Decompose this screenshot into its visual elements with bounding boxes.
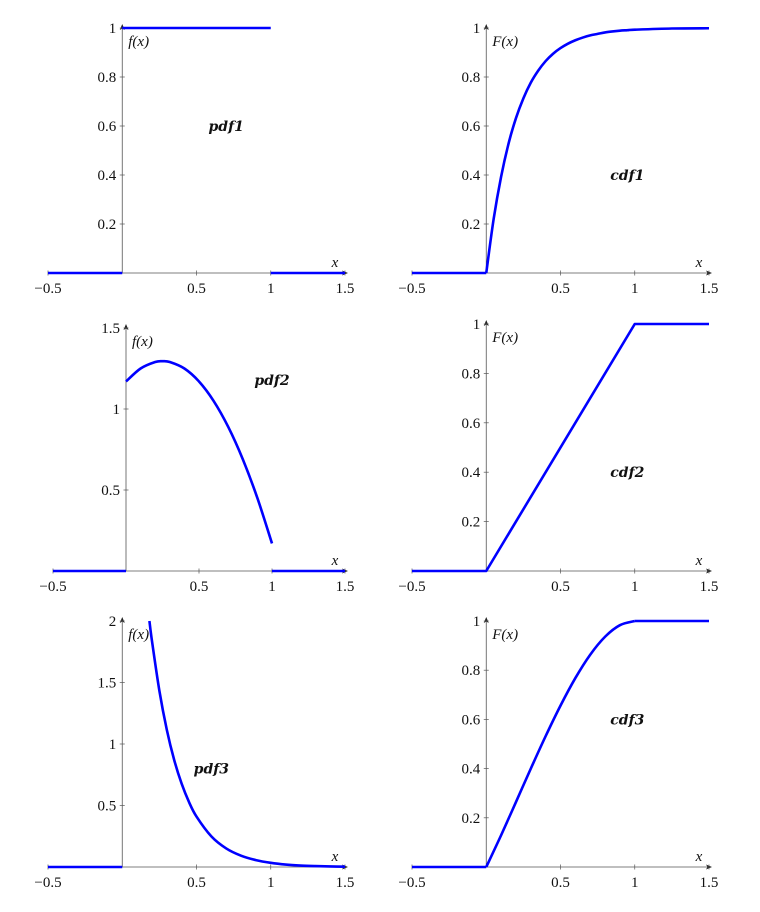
y-axis-label: F(x) (491, 34, 518, 50)
x-axis-label: x (331, 849, 339, 865)
y-tick-label: 0.6 (462, 416, 481, 432)
x-tick-label: 1 (631, 281, 639, 297)
x-tick-label: 0.5 (551, 579, 570, 595)
curve-cdf2-segment-0 (412, 322, 709, 573)
y-axis-label: f(x) (132, 334, 153, 350)
chart-cdf3: −0.5 0.5 1 1.5 0.2 0.4 0.6 0.8 1 x F(x) cdf3 (398, 614, 718, 891)
y-axis-label: F(x) (491, 627, 518, 643)
y-axis-arrow-icon (483, 320, 489, 326)
x-axis-label: x (695, 255, 703, 271)
y-tick-label: 0.6 (462, 119, 481, 135)
y-tick-label: 0.8 (462, 366, 481, 382)
y-tick-label: 0.5 (101, 483, 120, 499)
curve-cdf1-segment-1 (484, 26, 710, 274)
x-tick-label: 1 (267, 281, 275, 297)
x-tick-label: 1.5 (336, 579, 355, 595)
y-tick-label: 0.5 (98, 799, 117, 815)
x-axis-label: x (695, 553, 703, 569)
x-tick-label: 0.5 (187, 875, 206, 891)
y-tick-label: 0.8 (98, 70, 117, 86)
y-tick-label: 1 (109, 21, 117, 37)
curve-pdf2-segment-1 (125, 359, 274, 544)
chart-cdf2: −0.5 0.5 1 1.5 0.2 0.4 0.6 0.8 1 x F(x) cdf2 (398, 317, 718, 595)
y-tick-label: 0.4 (462, 168, 481, 184)
chart-annotation: pdf1 (209, 119, 244, 135)
y-tick-label: 0.2 (462, 515, 481, 531)
chart-annotation: cdf1 (610, 168, 644, 184)
chart-annotation: cdf2 (610, 465, 644, 481)
y-tick-label: 0.8 (462, 70, 481, 86)
y-tick-label: 0.4 (462, 465, 481, 481)
chart-annotation: pdf3 (194, 762, 230, 778)
x-tick-label: 1 (267, 875, 275, 891)
x-tick-label: 1.5 (700, 579, 719, 595)
x-tick-label: −0.5 (398, 875, 425, 891)
y-tick-label: 1 (473, 614, 481, 630)
x-tick-label: 1.5 (700, 281, 719, 297)
x-axis-label: x (695, 849, 703, 865)
y-tick-label: 1.5 (101, 321, 120, 337)
y-axis-label: F(x) (491, 330, 518, 346)
x-tick-label: −0.5 (34, 875, 61, 891)
y-tick-label: 0.8 (462, 663, 481, 679)
x-tick-label: 1 (631, 579, 639, 595)
y-tick-label: 0.4 (98, 168, 117, 184)
x-tick-label: −0.5 (39, 579, 66, 595)
chart-pdf3: −0.5 0.5 1 1.5 0.5 1 1.5 2 x f(x) pdf3 (34, 614, 354, 891)
x-tick-label: 1.5 (700, 875, 719, 891)
x-tick-label: 1 (631, 875, 639, 891)
x-tick-label: 1.5 (336, 875, 355, 891)
y-tick-label: 2 (109, 614, 117, 630)
y-axis-arrow-icon (119, 617, 125, 623)
y-axis-label: f(x) (128, 34, 149, 50)
chart-cdf1: −0.5 0.5 1 1.5 0.2 0.4 0.6 0.8 1 x F(x) cdf1 (398, 21, 718, 297)
x-tick-label: 0.5 (551, 281, 570, 297)
x-tick-label: 0.5 (551, 875, 570, 891)
chart-annotation: cdf3 (610, 712, 644, 728)
curve-cdf3-segment-1 (485, 619, 636, 868)
x-tick-label: −0.5 (398, 579, 425, 595)
y-tick-label: 1 (473, 317, 481, 333)
chart-pdf2: −0.5 0.5 1 1.5 0.5 1 1.5 x f(x) pdf2 (39, 321, 354, 595)
y-tick-label: 0.2 (98, 217, 117, 233)
y-tick-label: 0.2 (462, 217, 481, 233)
x-tick-label: 0.5 (187, 281, 206, 297)
x-tick-label: 0.5 (190, 579, 209, 595)
y-axis-arrow-icon (123, 324, 129, 330)
y-tick-label: 1.5 (98, 676, 117, 692)
y-tick-label: 1 (473, 21, 481, 37)
y-tick-label: 1 (109, 737, 117, 753)
chart-annotation: pdf2 (254, 373, 290, 389)
x-tick-label: 1.5 (336, 281, 355, 297)
chart-pdf1: −0.5 0.5 1 1.5 0.2 0.4 0.6 0.8 1 x f(x) pdf1 (34, 21, 354, 297)
y-tick-label: 0.6 (98, 119, 117, 135)
y-tick-label: 0.4 (462, 762, 481, 778)
y-tick-label: 1 (113, 402, 121, 418)
x-tick-label: 1 (268, 579, 276, 595)
y-axis-label: f(x) (128, 627, 149, 643)
x-axis-label: x (331, 553, 339, 569)
curve-pdf3-segment-1 (148, 620, 346, 868)
y-tick-label: 0.6 (462, 712, 481, 728)
x-axis-label: x (331, 255, 339, 271)
x-tick-label: −0.5 (398, 281, 425, 297)
y-tick-label: 0.2 (462, 811, 481, 827)
x-tick-label: −0.5 (34, 281, 61, 297)
y-axis-arrow-icon (483, 617, 489, 623)
y-axis-arrow-icon (483, 24, 489, 30)
